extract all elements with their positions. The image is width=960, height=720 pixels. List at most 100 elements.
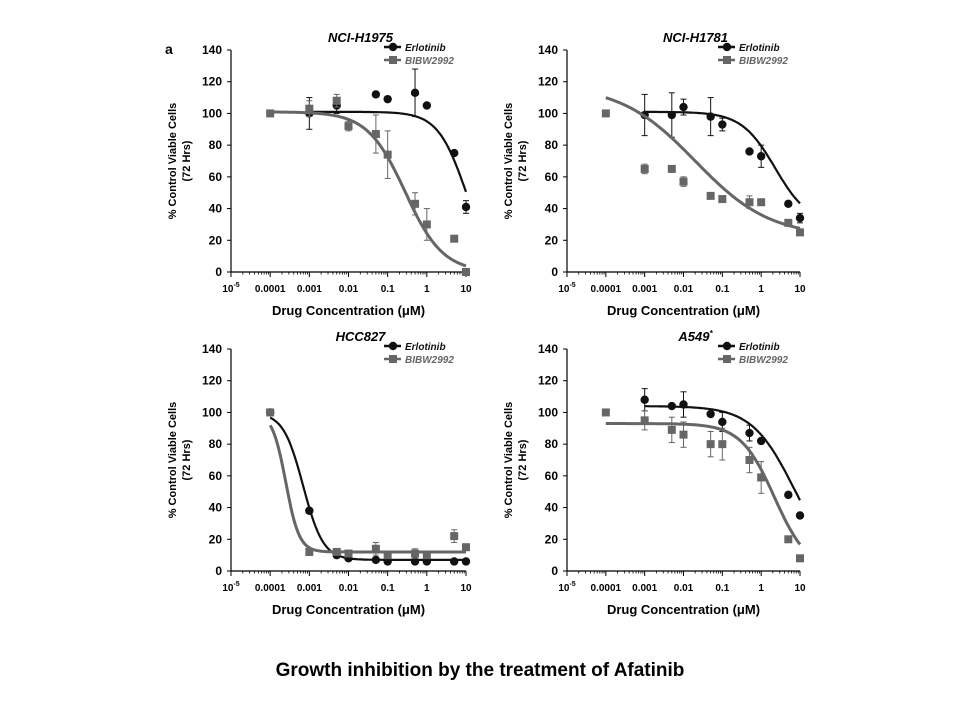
x-tick-label: 0.001 [297, 583, 322, 594]
x-tick-label: 10-5 [222, 581, 239, 594]
y-tick-label: 80 [545, 138, 559, 152]
x-tick-label: 0.1 [715, 284, 729, 295]
data-point-bibw2992 [411, 199, 420, 208]
data-point-bibw2992 [411, 549, 420, 558]
chart-panel-1: 0 20 40 60 80 100 120 140 10-5 0.0001 0.001 0.01 0.1… [167, 30, 472, 318]
y-tick-label: 60 [209, 469, 223, 483]
y-tick-label: 100 [538, 106, 558, 120]
y-tick-label: 60 [545, 170, 559, 184]
data-point-erlotinib [667, 401, 677, 411]
x-tick-label: 10 [794, 583, 806, 594]
y-tick-label: 40 [545, 202, 559, 216]
data-point-bibw2992 [383, 150, 392, 159]
y-tick-label: 120 [538, 75, 558, 89]
data-point-erlotinib [679, 102, 688, 112]
data-point-erlotinib [706, 112, 715, 121]
data-point-erlotinib [745, 428, 754, 438]
x-tick-label: 0.001 [632, 583, 657, 594]
x-tick-label: 10-5 [558, 282, 575, 295]
data-point-bibw2992 [745, 456, 754, 464]
x-tick-label: 1 [758, 284, 764, 295]
data-point-bibw2992 [757, 473, 766, 482]
data-point-erlotinib [410, 557, 420, 566]
x-tick-label: 0.01 [674, 583, 694, 594]
data-point-bibw2992 [332, 547, 341, 556]
x-tick-label: 0.1 [381, 583, 395, 594]
y-axis-label: % Control Viable Cells [167, 402, 179, 519]
legend-marker [722, 42, 732, 52]
data-point-erlotinib [383, 557, 392, 566]
y-tick-label: 120 [538, 374, 558, 388]
x-tick-label: 0.0001 [255, 583, 286, 594]
data-point-erlotinib [745, 147, 754, 156]
x-tick-label: 10 [794, 284, 806, 295]
y-tick-label: 100 [202, 405, 222, 419]
chart-panel-4: 0 20 40 60 80 100 120 140 10-5 0.0001 0.001 0.01 0.1… [503, 329, 806, 617]
fit-curve-erlotinib [269, 416, 466, 561]
y-axis-label-unit: (72 Hrs) [517, 140, 529, 181]
y-axis-label-unit: (72 Hrs) [181, 140, 193, 181]
data-point-bibw2992 [718, 195, 727, 204]
data-point-bibw2992 [640, 164, 649, 173]
y-tick-label: 60 [545, 469, 559, 483]
data-point-erlotinib [667, 110, 677, 120]
legend-marker [389, 56, 397, 64]
legend-marker [388, 341, 398, 351]
data-point-erlotinib [383, 94, 392, 104]
y-tick-label: 120 [202, 75, 222, 89]
x-tick-label: 10 [460, 583, 472, 594]
y-tick-label: 140 [202, 342, 222, 356]
x-tick-label: 10 [460, 284, 472, 295]
legend-label: Erlotinib [405, 342, 446, 353]
chart-title: HCC827 [336, 329, 387, 344]
x-tick-label: 0.1 [715, 583, 729, 594]
x-tick-label: 0.0001 [591, 583, 622, 594]
x-tick-label: 0.01 [339, 583, 359, 594]
y-tick-label: 40 [209, 501, 223, 515]
data-point-erlotinib [756, 436, 766, 446]
data-point-erlotinib [784, 199, 793, 209]
data-point-bibw2992 [796, 554, 804, 563]
y-tick-label: 40 [209, 202, 223, 216]
x-tick-label: 0.001 [632, 284, 657, 295]
data-point-erlotinib [410, 88, 420, 98]
x-tick-label: 10-5 [558, 581, 575, 594]
x-tick-label: 0.001 [297, 284, 322, 295]
y-tick-label: 0 [551, 265, 558, 279]
data-point-bibw2992 [422, 551, 431, 560]
data-point-bibw2992 [305, 104, 314, 113]
data-point-erlotinib [784, 490, 793, 500]
chart-title: NCI-H1781 [663, 30, 728, 45]
fit-curve-bibw2992 [270, 110, 467, 268]
x-tick-label: 0.1 [381, 284, 395, 295]
data-point-bibw2992 [450, 234, 459, 243]
legend-label: BIBW2992 [739, 56, 788, 67]
y-tick-label: 100 [538, 405, 558, 419]
chart-title: A549* [677, 329, 713, 344]
data-point-bibw2992 [371, 544, 380, 553]
chart-panel-2: 0 20 40 60 80 100 120 140 10-5 0.0001 0.001 0.01 0.1… [503, 30, 806, 318]
data-point-bibw2992 [383, 551, 392, 560]
data-point-bibw2992 [757, 198, 766, 207]
data-point-erlotinib [718, 120, 727, 129]
data-point-erlotinib [371, 90, 381, 99]
x-tick-label: 0.01 [674, 284, 694, 295]
y-tick-label: 0 [215, 564, 222, 578]
y-tick-label: 0 [551, 564, 558, 578]
y-tick-label: 80 [209, 437, 223, 451]
data-point-bibw2992 [679, 177, 688, 186]
y-tick-label: 40 [545, 501, 559, 515]
legend-label: Erlotinib [739, 43, 780, 54]
data-point-erlotinib [795, 213, 805, 223]
data-point-erlotinib [706, 409, 715, 419]
data-point-bibw2992 [706, 440, 715, 449]
y-tick-label: 120 [202, 374, 222, 388]
data-point-bibw2992 [305, 547, 314, 556]
y-tick-label: 0 [215, 265, 222, 279]
data-point-bibw2992 [706, 191, 715, 200]
legend-label: BIBW2992 [405, 355, 454, 366]
x-tick-label: 1 [758, 583, 764, 594]
data-point-bibw2992 [450, 532, 459, 541]
y-axis-label: % Control Viable Cells [167, 103, 179, 220]
y-tick-label: 140 [538, 43, 558, 57]
